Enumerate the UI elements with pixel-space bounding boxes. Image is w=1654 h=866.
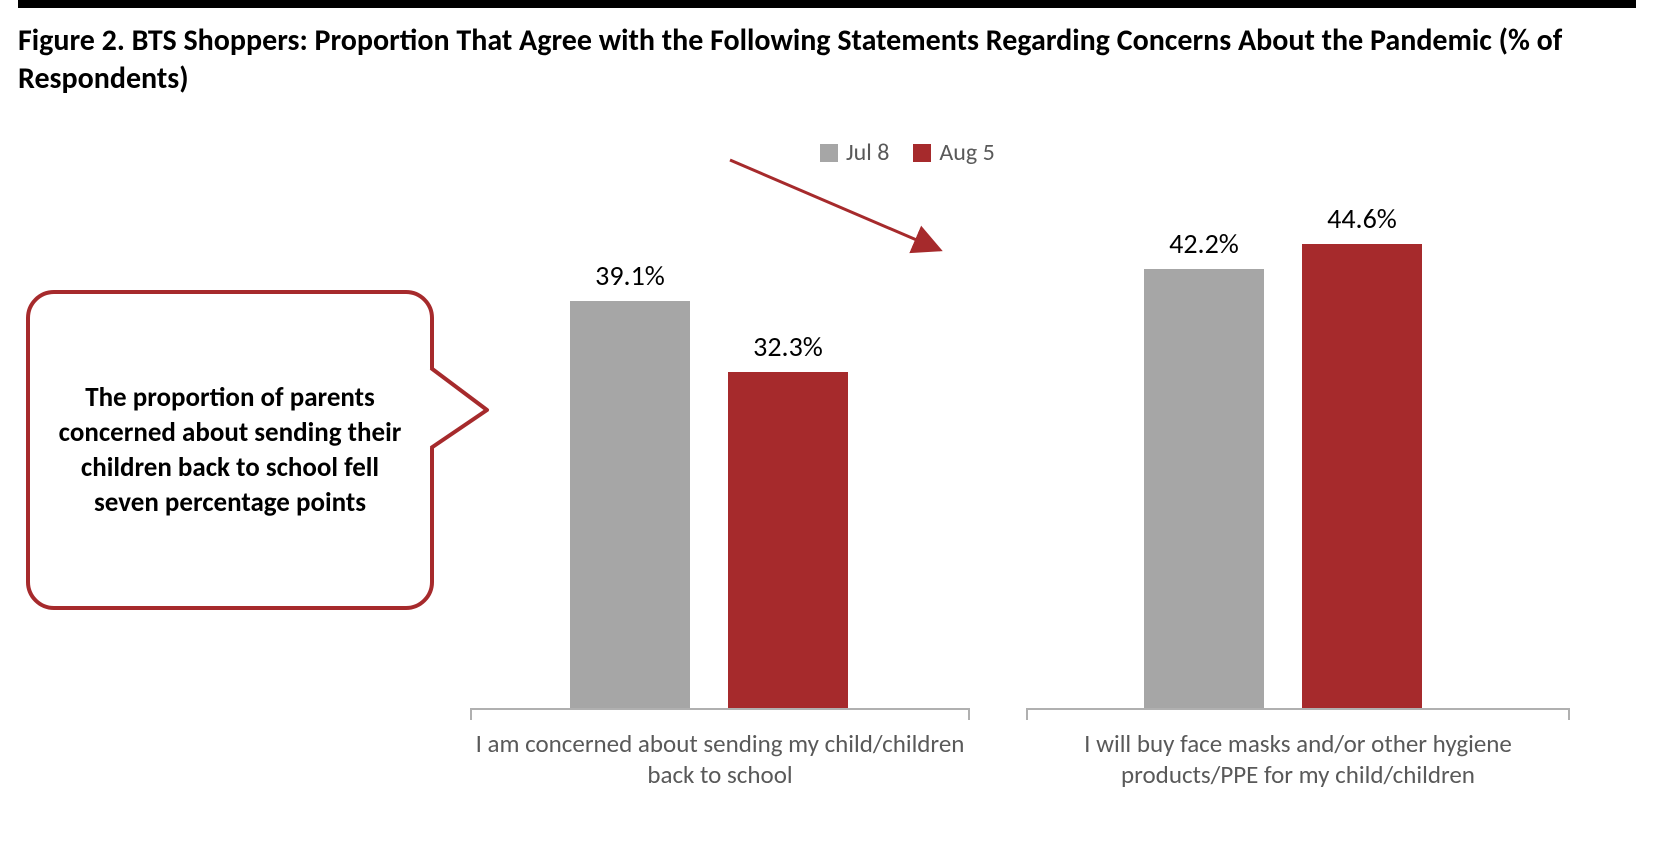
bar	[1302, 244, 1422, 708]
bar-value-label: 39.1%	[575, 258, 685, 293]
x-axis-label: I will buy face masks and/or other hygie…	[1026, 728, 1570, 791]
bar	[1144, 269, 1264, 708]
figure-title: Figure 2. BTS Shoppers: Proportion That …	[18, 22, 1636, 97]
bar	[570, 301, 690, 708]
bar-chart: 39.1%32.3%I am concerned about sending m…	[470, 190, 1570, 710]
bar-value-label: 42.2%	[1149, 226, 1259, 261]
chart-group: 42.2% 44.6%	[1026, 190, 1570, 710]
group-baseline	[1026, 708, 1570, 710]
group-baseline	[470, 708, 970, 710]
axis-tick	[1026, 710, 1028, 720]
axis-tick	[968, 710, 970, 720]
axis-tick	[470, 710, 472, 720]
top-rule	[18, 0, 1636, 8]
x-axis-label: I am concerned about sending my child/ch…	[470, 728, 970, 791]
bar-value-label: 44.6%	[1307, 201, 1417, 236]
axis-tick	[1568, 710, 1570, 720]
bar	[728, 372, 848, 708]
chart-group: 39.1% 32.3%	[470, 190, 970, 710]
callout-text: The proportion of parents concerned abou…	[52, 380, 408, 520]
callout-bubble: The proportion of parents concerned abou…	[26, 290, 434, 610]
bar-value-label: 32.3%	[733, 329, 843, 364]
